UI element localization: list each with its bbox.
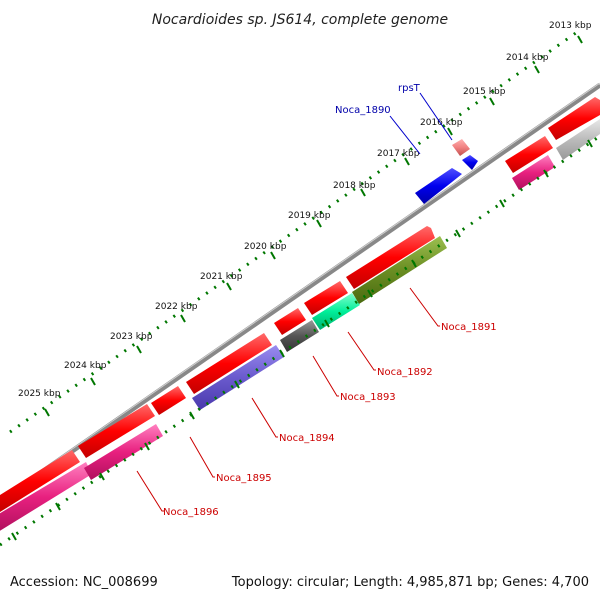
outer-scale-ticks xyxy=(11,139,593,541)
kbp-label-2019: 2019 kbp xyxy=(288,211,331,221)
topology-summary-text: Topology: circular; Length: 4,985,871 bp… xyxy=(231,575,589,590)
kbp-label-2015: 2015 kbp xyxy=(463,87,506,97)
accession-text: Accession: NC_008699 xyxy=(10,575,158,590)
callout-lines xyxy=(136,92,453,512)
kbp-label-2022: 2022 kbp xyxy=(155,302,198,312)
reverse-strand-cds xyxy=(0,119,600,532)
gene-label-noca-1891[interactable]: Noca_1891 xyxy=(441,322,497,333)
cds-pink-right[interactable] xyxy=(84,424,163,480)
kbp-label-2021: 2021 kbp xyxy=(200,272,243,282)
cds-pink-far-right[interactable] xyxy=(512,155,555,190)
gene-label-noca-1890[interactable]: Noca_1890 xyxy=(335,105,391,116)
cds-forward-7[interactable] xyxy=(346,226,435,289)
cds-light-grey[interactable] xyxy=(556,119,600,160)
gene-label-noca-1895[interactable]: Noca_1895 xyxy=(216,473,272,484)
cds-forward-8[interactable] xyxy=(505,136,553,173)
cds-forward-2[interactable] xyxy=(78,404,155,458)
kbp-label-2018: 2018 kbp xyxy=(333,181,376,191)
kbp-label-2020: 2020 kbp xyxy=(244,242,287,252)
kbp-label-2024: 2024 kbp xyxy=(64,361,107,371)
cds-forward-1[interactable] xyxy=(0,450,80,512)
gene-label-noca-1894[interactable]: Noca_1894 xyxy=(279,433,335,444)
cds-forward-4[interactable] xyxy=(186,333,272,394)
forward-strand-cds xyxy=(0,97,600,512)
gene-label-noca-1893[interactable]: Noca_1893 xyxy=(340,392,396,403)
genome-backbone-highlight xyxy=(0,82,600,500)
kbp-label-2014: 2014 kbp xyxy=(506,53,549,63)
genome-backbone xyxy=(0,82,600,505)
cds-forward-9[interactable] xyxy=(548,97,600,140)
noca-1890-feature[interactable] xyxy=(415,168,462,204)
map-title: Nocardioides sp. JS614, complete genome xyxy=(152,12,448,28)
gene-label-noca-1896[interactable]: Noca_1896 xyxy=(163,507,219,518)
cds-forward-6[interactable] xyxy=(304,281,348,315)
gene-label-noca-1892[interactable]: Noca_1892 xyxy=(377,367,433,378)
cds-forward-5[interactable] xyxy=(274,308,306,335)
scale-major-ticks xyxy=(44,35,583,417)
kbp-label-2023: 2023 kbp xyxy=(110,332,153,342)
kbp-label-2016: 2016 kbp xyxy=(420,118,463,128)
cds-mint[interactable] xyxy=(312,293,360,330)
rpst-feature[interactable] xyxy=(452,139,470,156)
outer-scale-dotted xyxy=(0,134,600,547)
kbp-label-2013: 2013 kbp xyxy=(549,21,592,31)
kbp-label-2025: 2025 kbp xyxy=(18,389,61,399)
kbp-label-2017: 2017 kbp xyxy=(377,149,420,159)
cds-pink-left[interactable] xyxy=(0,462,92,532)
cds-purple[interactable] xyxy=(192,345,284,410)
cds-olive[interactable] xyxy=(352,236,447,304)
cds-dark-grey[interactable] xyxy=(280,320,319,352)
scale-ring-dotted xyxy=(9,28,581,434)
blue-arrow-small[interactable] xyxy=(462,155,478,170)
cds-forward-3[interactable] xyxy=(151,386,186,415)
gene-label-rpst[interactable]: rpsT xyxy=(398,83,421,94)
